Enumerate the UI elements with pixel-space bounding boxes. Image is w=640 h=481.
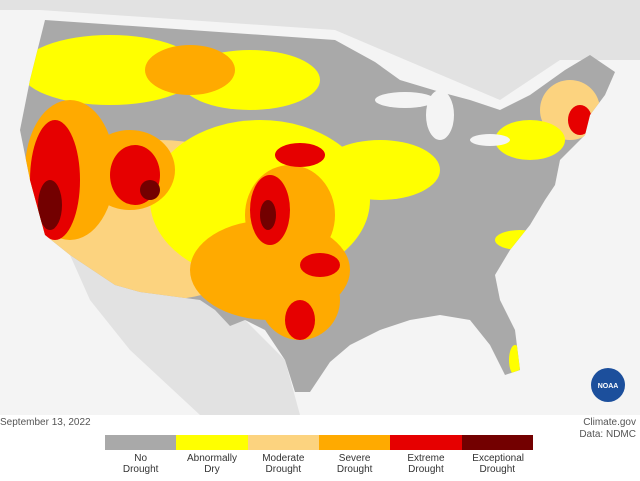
- site: Climate.gov: [583, 417, 636, 428]
- legend-swatch: [176, 435, 248, 450]
- drought-areas: [20, 35, 600, 375]
- legend-item: Exceptional Drought: [461, 435, 533, 475]
- legend-label: No Drought: [122, 453, 159, 475]
- legend-swatch: [461, 435, 533, 450]
- map: NOAA: [0, 0, 640, 415]
- legend-swatch: [390, 435, 462, 450]
- lake: [375, 92, 435, 108]
- legend-swatch: [105, 435, 177, 450]
- legend-label: Extreme Drought: [407, 453, 445, 475]
- logo-text: NOAA: [598, 383, 619, 390]
- legend-label: Severe Drought: [336, 453, 373, 475]
- mexico: [70, 255, 300, 415]
- legend-swatch: [247, 435, 319, 450]
- legend-item: No Drought: [105, 435, 177, 475]
- date: September 13, 2022: [0, 417, 91, 428]
- legend-item: Severe Drought: [318, 435, 391, 475]
- legend-item: Extreme Drought: [390, 435, 462, 475]
- legend-label: Moderate Drought: [262, 453, 305, 475]
- legend-label: Abnormally Dry: [186, 453, 238, 475]
- legend-item: Moderate Drought: [247, 435, 319, 475]
- lake: [470, 134, 510, 146]
- legend-label: Exceptional Drought: [472, 453, 524, 475]
- legend: No Drought Abnormally Dry Moderate Drought…: [105, 435, 533, 475]
- source: Data: NDMC: [579, 429, 636, 440]
- canada: [0, 0, 640, 100]
- legend-swatch: [318, 435, 391, 450]
- legend-item: Abnormally Dry: [176, 435, 248, 475]
- logo: [591, 368, 625, 402]
